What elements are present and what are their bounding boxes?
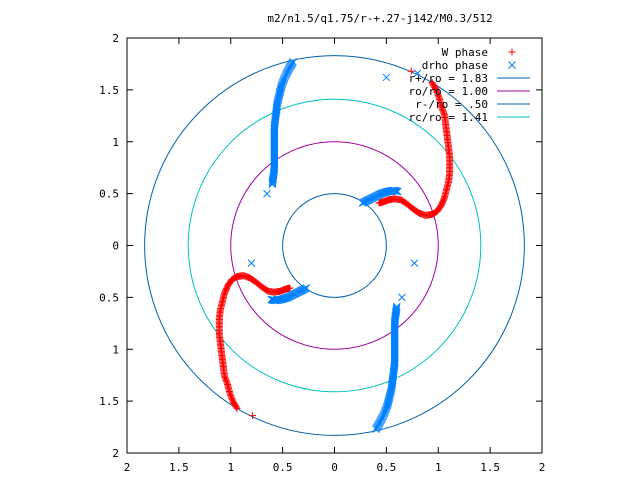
drho-phase-point — [382, 404, 391, 412]
drho-phase-point — [263, 189, 271, 198]
drho-phase-point — [280, 73, 289, 82]
x-tick-label: 1.5 — [480, 461, 500, 474]
drho-phase-point — [268, 180, 277, 189]
circle-1 — [230, 141, 439, 350]
w-phase-point — [407, 67, 415, 75]
legend-label: ro/ro = 1.00 — [409, 85, 488, 98]
y-tick-label: 1 — [112, 136, 119, 149]
y-tick-label: 2 — [112, 447, 119, 460]
drho-phase-point — [382, 405, 390, 414]
x-tick-label: 0.5 — [376, 461, 396, 474]
y-tick-label: 1 — [112, 343, 119, 356]
chart-title: m2/n1.5/q1.75/r-+.27-j142/M0.3/512 — [267, 12, 492, 25]
legend-marker — [508, 48, 516, 56]
drho-phase-point — [279, 76, 288, 85]
x-tick-label: 1 — [227, 461, 234, 474]
drho-phase-point — [381, 406, 390, 415]
w-phase-point — [375, 199, 383, 207]
drho-phase-point — [280, 74, 289, 83]
circle-0 — [144, 55, 525, 436]
legend-label: rc/ro = 1.41 — [409, 111, 488, 124]
drho-phase-point — [392, 304, 401, 312]
x-tick-label: 2 — [539, 461, 546, 474]
drho-phase-point — [247, 259, 256, 267]
legend-label: r+/ro = 1.83 — [409, 72, 488, 85]
drho-phase-point — [393, 187, 402, 196]
y-tick-label: 1.5 — [99, 395, 119, 408]
drho-phase-point — [392, 305, 401, 313]
data-series — [215, 58, 454, 433]
x-axis-ticks: 2 1.5 1 0.5 0 0.5 1 1.5 2 — [124, 38, 546, 474]
reference-circles — [144, 55, 525, 436]
x-tick-label: 0 — [331, 461, 338, 474]
legend-label: r-/ro = .50 — [415, 98, 488, 111]
drho-phase-point — [392, 302, 401, 311]
drho-phase-point — [268, 179, 277, 187]
w-phase-point — [286, 284, 294, 292]
series-0 — [215, 67, 454, 420]
circle-3 — [187, 98, 482, 393]
x-tick-label: 1.5 — [169, 461, 189, 474]
drho-phase-point — [380, 408, 389, 417]
circle-2 — [282, 193, 387, 298]
drho-phase-point — [380, 409, 389, 418]
w-phase-point — [249, 412, 257, 420]
y-axis-ticks: 2 1.5 1 0.5 0 0.5 1 1.5 2 — [99, 32, 542, 460]
x-tick-label: 2 — [124, 461, 131, 474]
legend-marker — [508, 61, 516, 69]
y-tick-label: 0 — [112, 240, 119, 253]
drho-phase-point — [279, 77, 287, 86]
legend-label: W phase — [442, 46, 488, 59]
drho-phase-point — [267, 295, 276, 304]
y-tick-label: 1.5 — [99, 84, 119, 97]
y-tick-label: 0.5 — [99, 188, 119, 201]
drho-phase-point — [382, 73, 391, 82]
x-tick-label: 1 — [435, 461, 442, 474]
y-tick-label: 0.5 — [99, 291, 119, 304]
y-tick-label: 2 — [112, 32, 119, 45]
series-1 — [247, 58, 422, 433]
drho-phase-point — [278, 79, 287, 87]
legend-label: drho phase — [422, 59, 488, 72]
drho-phase-point — [268, 178, 277, 186]
drho-phase-point — [413, 69, 422, 78]
x-tick-label: 0.5 — [273, 461, 293, 474]
drho-phase-point — [398, 293, 406, 302]
drho-phase-point — [410, 259, 419, 267]
